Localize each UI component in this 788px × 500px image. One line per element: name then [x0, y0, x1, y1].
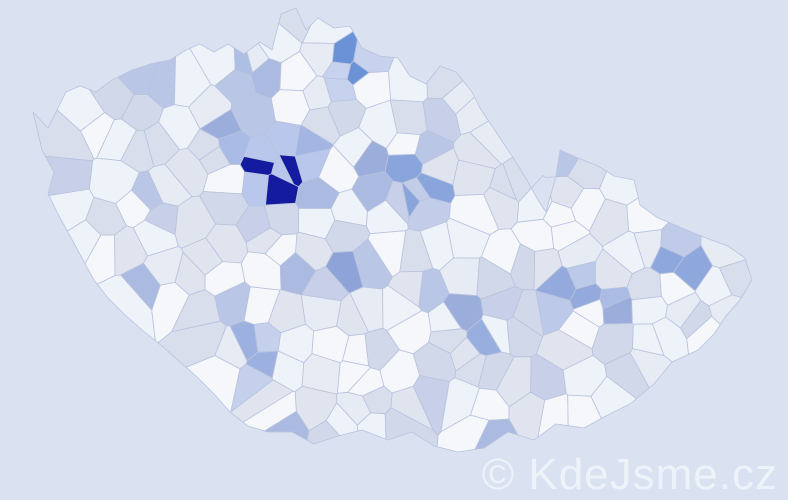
map-region[interactable] [508, 391, 546, 441]
map-region[interactable] [436, 414, 490, 453]
watermark-link[interactable]: © KdeJsme.cz [481, 449, 778, 499]
map-region[interactable] [629, 348, 673, 389]
map-region-hradec-kralove[interactable] [384, 153, 424, 184]
map-region[interactable] [516, 187, 553, 223]
map-region-prostejov[interactable] [599, 286, 631, 310]
map-region-praha[interactable] [265, 173, 300, 206]
map-region[interactable] [388, 57, 428, 103]
map-region-jihlava[interactable] [466, 318, 502, 356]
map-region-ostrava[interactable] [673, 244, 713, 292]
map-region[interactable] [325, 402, 359, 437]
map-region-usti-nad-labem[interactable] [233, 47, 253, 76]
map-region[interactable] [474, 418, 519, 450]
map-region[interactable] [132, 219, 179, 257]
map-region-ceske-budejovice[interactable] [245, 350, 279, 379]
map-region-liberec[interactable] [346, 60, 370, 86]
map-region-hradec-kralove[interactable] [401, 182, 421, 218]
map-region[interactable] [626, 197, 670, 234]
map-region-melnik[interactable] [294, 124, 334, 157]
map-region[interactable] [686, 315, 721, 355]
map-region[interactable] [590, 375, 637, 419]
map-region[interactable] [708, 294, 742, 325]
map-region-slany[interactable] [218, 130, 252, 165]
map-region[interactable] [230, 379, 294, 423]
map-region-hradec-kralove[interactable] [416, 172, 456, 204]
